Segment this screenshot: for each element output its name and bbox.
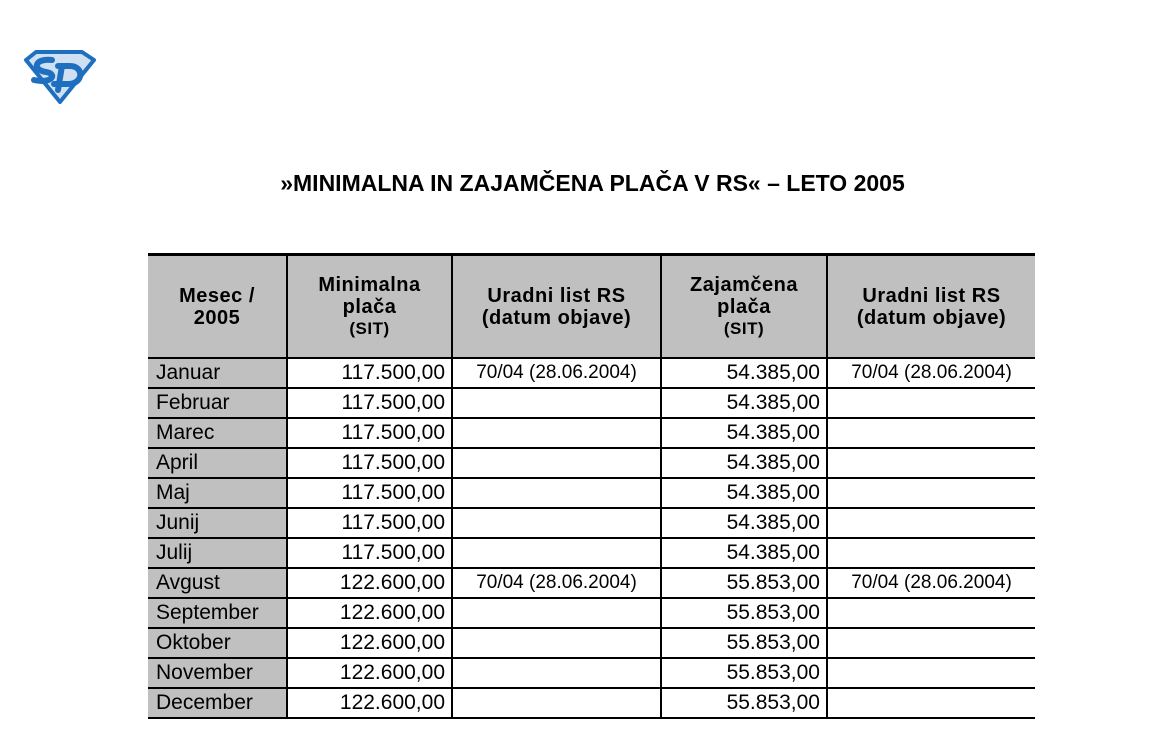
table-row: Marec 117.500,00 54.385,00 (148, 418, 1035, 449)
month-cell: Julij (148, 538, 287, 569)
month-cell: November (148, 658, 287, 689)
table-row: Avgust 122.600,00 70/04 (28.06.2004) 55.853… (148, 568, 1035, 599)
guaranteed-wage-gazette-cell (826, 628, 1035, 659)
min-wage-gazette-cell (451, 388, 661, 419)
guaranteed-wage-cell: 54.385,00 (660, 478, 827, 509)
table-row: September 122.600,00 55.853,00 (148, 598, 1035, 629)
min-wage-cell: 117.500,00 (286, 388, 452, 419)
guaranteed-wage-cell: 55.853,00 (660, 568, 827, 599)
guaranteed-wage-gazette-cell: 70/04 (28.06.2004) (826, 568, 1035, 599)
table-row: Februar 117.500,00 54.385,00 (148, 388, 1035, 419)
guaranteed-wage-cell: 54.385,00 (660, 418, 827, 449)
guaranteed-wage-cell: 54.385,00 (660, 358, 827, 389)
guaranteed-wage-cell: 55.853,00 (660, 658, 827, 689)
table-row: Januar 117.500,00 70/04 (28.06.2004) 54.385… (148, 358, 1035, 389)
month-cell: December (148, 688, 287, 719)
guaranteed-wage-gazette-cell (826, 508, 1035, 539)
guaranteed-wage-gazette-cell (826, 388, 1035, 419)
column-header: Mesec /2005 (148, 253, 287, 359)
min-wage-cell: 117.500,00 (286, 478, 452, 509)
header-line: Minimalna (318, 273, 421, 296)
guaranteed-wage-gazette-cell (826, 688, 1035, 719)
month-cell: Junij (148, 508, 287, 539)
min-wage-cell: 117.500,00 (286, 508, 452, 539)
wage-table: Mesec /2005 Minimalna plača (SIT) Uradni lis… (148, 253, 1035, 719)
min-wage-cell: 117.500,00 (286, 358, 452, 389)
header-line: (datum objave) (481, 306, 632, 329)
guaranteed-wage-cell: 54.385,00 (660, 538, 827, 569)
guaranteed-wage-gazette-cell (826, 418, 1035, 449)
table-row: Oktober 122.600,00 55.853,00 (148, 628, 1035, 659)
min-wage-cell: 117.500,00 (286, 538, 452, 569)
page-title: »MINIMALNA IN ZAJAMČENA PLAČA V RS« – LE… (280, 170, 905, 196)
guaranteed-wage-cell: 54.385,00 (660, 388, 827, 419)
guaranteed-wage-cell: 55.853,00 (660, 628, 827, 659)
table-row: Julij 117.500,00 54.385,00 (148, 538, 1035, 569)
table-row: Maj 117.500,00 54.385,00 (148, 478, 1035, 509)
month-cell: April (148, 448, 287, 479)
min-wage-gazette-cell (451, 448, 661, 479)
guaranteed-wage-gazette-cell (826, 598, 1035, 629)
month-cell: Oktober (148, 628, 287, 659)
header-line: plača (342, 295, 397, 318)
min-wage-cell: 122.600,00 (286, 658, 452, 689)
guaranteed-wage-gazette-cell: 70/04 (28.06.2004) (826, 358, 1035, 389)
table-row: December 122.600,00 55.853,00 (148, 688, 1035, 719)
header-unit: (SIT) (349, 318, 390, 338)
guaranteed-wage-gazette-cell (826, 658, 1035, 689)
header-line: (datum objave) (856, 306, 1007, 329)
guaranteed-wage-gazette-cell (826, 478, 1035, 509)
min-wage-gazette-cell (451, 598, 661, 629)
min-wage-cell: 117.500,00 (286, 418, 452, 449)
header-line: Uradni list RS (862, 284, 1001, 307)
guaranteed-wage-gazette-cell (826, 538, 1035, 569)
min-wage-cell: 117.500,00 (286, 448, 452, 479)
month-cell: Januar (148, 358, 287, 389)
month-cell: Februar (148, 388, 287, 419)
company-logo (22, 50, 96, 104)
table-row: November 122.600,00 55.853,00 (148, 658, 1035, 689)
min-wage-gazette-cell (451, 538, 661, 569)
min-wage-gazette-cell: 70/04 (28.06.2004) (451, 358, 661, 389)
min-wage-gazette-cell: 70/04 (28.06.2004) (451, 568, 661, 599)
header-line: Uradni list RS (487, 284, 626, 307)
column-header: Uradni list RS (datum objave) (826, 253, 1035, 359)
header-line: 2005 (193, 306, 241, 329)
header-line: plača (717, 295, 771, 318)
min-wage-cell: 122.600,00 (286, 628, 452, 659)
guaranteed-wage-cell: 54.385,00 (660, 508, 827, 539)
min-wage-gazette-cell (451, 658, 661, 689)
month-cell: Avgust (148, 568, 287, 599)
header-unit: (SIT) (723, 318, 765, 338)
table-row: April 117.500,00 54.385,00 (148, 448, 1035, 479)
min-wage-cell: 122.600,00 (286, 688, 452, 719)
header-line: Zajamčena (690, 273, 798, 296)
column-header: Zajamčena plača (SIT) (660, 253, 827, 359)
min-wage-gazette-cell (451, 628, 661, 659)
guaranteed-wage-gazette-cell (826, 448, 1035, 479)
table-row: Junij 117.500,00 54.385,00 (148, 508, 1035, 539)
guaranteed-wage-cell: 54.385,00 (660, 448, 827, 479)
month-cell: September (148, 598, 287, 629)
month-cell: Marec (148, 418, 287, 449)
month-cell: Maj (148, 478, 287, 509)
min-wage-gazette-cell (451, 418, 661, 449)
guaranteed-wage-cell: 55.853,00 (660, 688, 827, 719)
min-wage-gazette-cell (451, 478, 661, 509)
column-header: Uradni list RS (datum objave) (451, 253, 661, 359)
min-wage-gazette-cell (451, 688, 661, 719)
min-wage-cell: 122.600,00 (286, 598, 452, 629)
column-header: Minimalna plača (SIT) (286, 253, 452, 359)
guaranteed-wage-cell: 55.853,00 (660, 598, 827, 629)
header-line: Mesec / (179, 284, 255, 307)
min-wage-cell: 122.600,00 (286, 568, 452, 599)
min-wage-gazette-cell (451, 508, 661, 539)
